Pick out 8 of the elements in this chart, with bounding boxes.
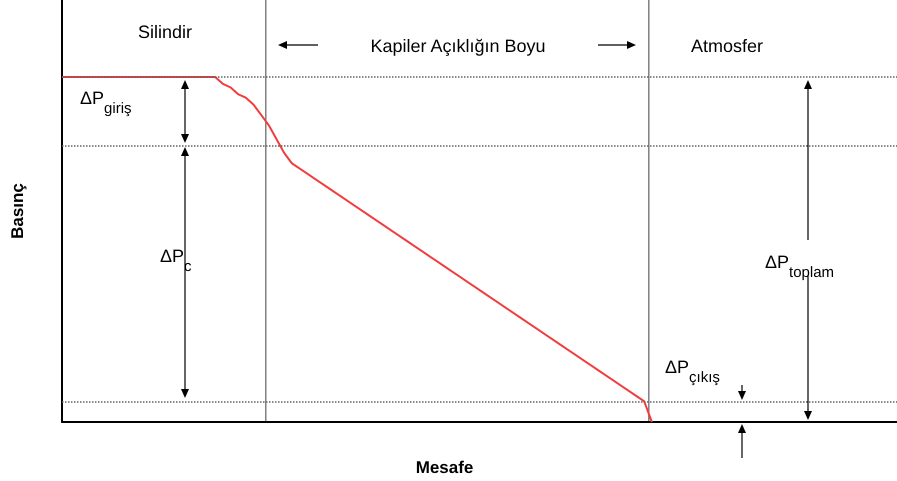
x-axis-title: Mesafe (416, 458, 474, 477)
text: Kapiler Açıklığın Boyu (370, 36, 546, 56)
text: Atmosfer (690, 36, 764, 56)
y-axis-title: Basınç (8, 183, 27, 239)
annotation: ΔP$_{giriş}$ (80, 88, 132, 117)
annotation: ΔP$_{toplam}$ (765, 252, 834, 281)
annotation: ΔP$_{çıkış}$ (665, 357, 720, 386)
text: Silindir (138, 22, 192, 42)
